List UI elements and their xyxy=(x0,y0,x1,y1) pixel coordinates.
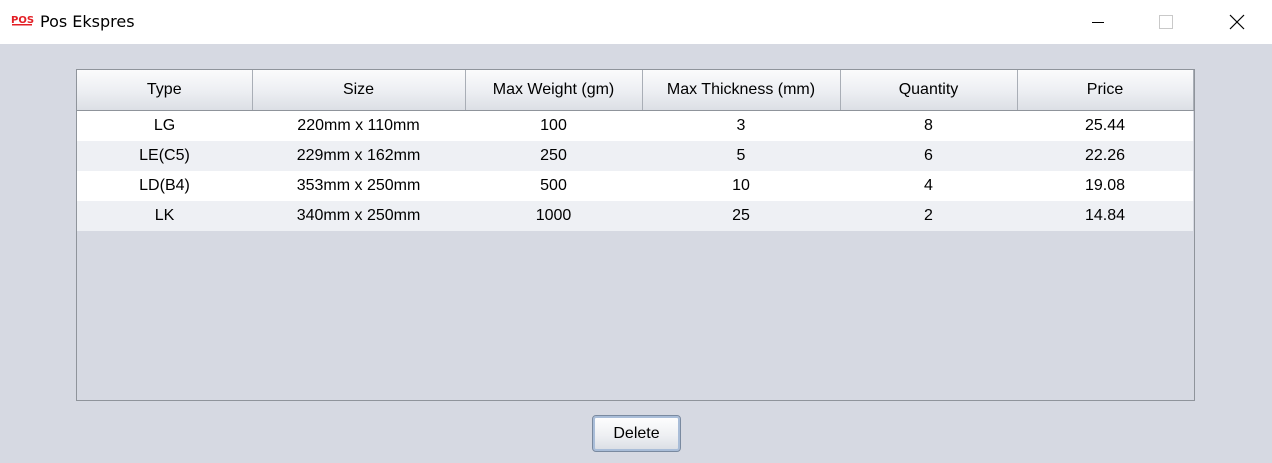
cell-max-weight: 1000 xyxy=(465,201,642,231)
column-header-type[interactable]: Type xyxy=(77,70,253,111)
table-row[interactable]: LE(C5) 229mm x 162mm 250 5 6 22.26 xyxy=(77,141,1193,171)
minimize-icon xyxy=(1092,22,1104,23)
cell-max-thickness: 10 xyxy=(642,171,840,201)
close-button[interactable] xyxy=(1214,0,1260,44)
cell-size: 229mm x 162mm xyxy=(252,141,465,171)
envelope-table-panel[interactable]: Type Size Max Weight (gm) Max Thickness … xyxy=(76,69,1195,401)
cell-size: 220mm x 110mm xyxy=(252,110,465,141)
cell-quantity: 4 xyxy=(840,171,1017,201)
cell-max-weight: 500 xyxy=(465,171,642,201)
column-header-quantity[interactable]: Quantity xyxy=(840,70,1018,111)
title-bar[interactable]: POS Pos Ekspres xyxy=(0,0,1272,44)
cell-price: 25.44 xyxy=(1017,110,1193,141)
envelope-table: Type Size Max Weight (gm) Max Thickness … xyxy=(77,70,1194,231)
cell-max-thickness: 25 xyxy=(642,201,840,231)
cell-price: 19.08 xyxy=(1017,171,1193,201)
cell-price: 22.26 xyxy=(1017,141,1193,171)
cell-quantity: 8 xyxy=(840,110,1017,141)
table-header-row: Type Size Max Weight (gm) Max Thickness … xyxy=(77,70,1194,111)
svg-text:POS: POS xyxy=(11,15,34,26)
cell-max-weight: 100 xyxy=(465,110,642,141)
minimize-button[interactable] xyxy=(1075,0,1121,44)
cell-price: 14.84 xyxy=(1017,201,1193,231)
column-header-max-thickness[interactable]: Max Thickness (mm) xyxy=(642,70,841,111)
cell-type: LK xyxy=(77,201,252,231)
table-row[interactable]: LG 220mm x 110mm 100 3 8 25.44 xyxy=(77,110,1193,141)
table-row[interactable]: LK 340mm x 250mm 1000 25 2 14.84 xyxy=(77,201,1193,231)
cell-type: LD(B4) xyxy=(77,171,252,201)
cell-max-weight: 250 xyxy=(465,141,642,171)
cell-quantity: 6 xyxy=(840,141,1017,171)
maximize-button[interactable] xyxy=(1143,0,1189,44)
column-header-price[interactable]: Price xyxy=(1017,70,1194,111)
table-row[interactable]: LD(B4) 353mm x 250mm 500 10 4 19.08 xyxy=(77,171,1193,201)
cell-type: LE(C5) xyxy=(77,141,252,171)
cell-size: 353mm x 250mm xyxy=(252,171,465,201)
cell-max-thickness: 3 xyxy=(642,110,840,141)
window-title: Pos Ekspres xyxy=(40,12,135,31)
cell-type: LG xyxy=(77,110,252,141)
close-icon xyxy=(1229,14,1245,30)
cell-size: 340mm x 250mm xyxy=(252,201,465,231)
column-header-size[interactable]: Size xyxy=(252,70,466,111)
cell-quantity: 2 xyxy=(840,201,1017,231)
column-header-max-weight[interactable]: Max Weight (gm) xyxy=(465,70,643,111)
cell-max-thickness: 5 xyxy=(642,141,840,171)
delete-button[interactable]: Delete xyxy=(592,415,681,452)
pos-logo-icon: POS xyxy=(11,15,34,26)
maximize-icon xyxy=(1159,15,1173,29)
